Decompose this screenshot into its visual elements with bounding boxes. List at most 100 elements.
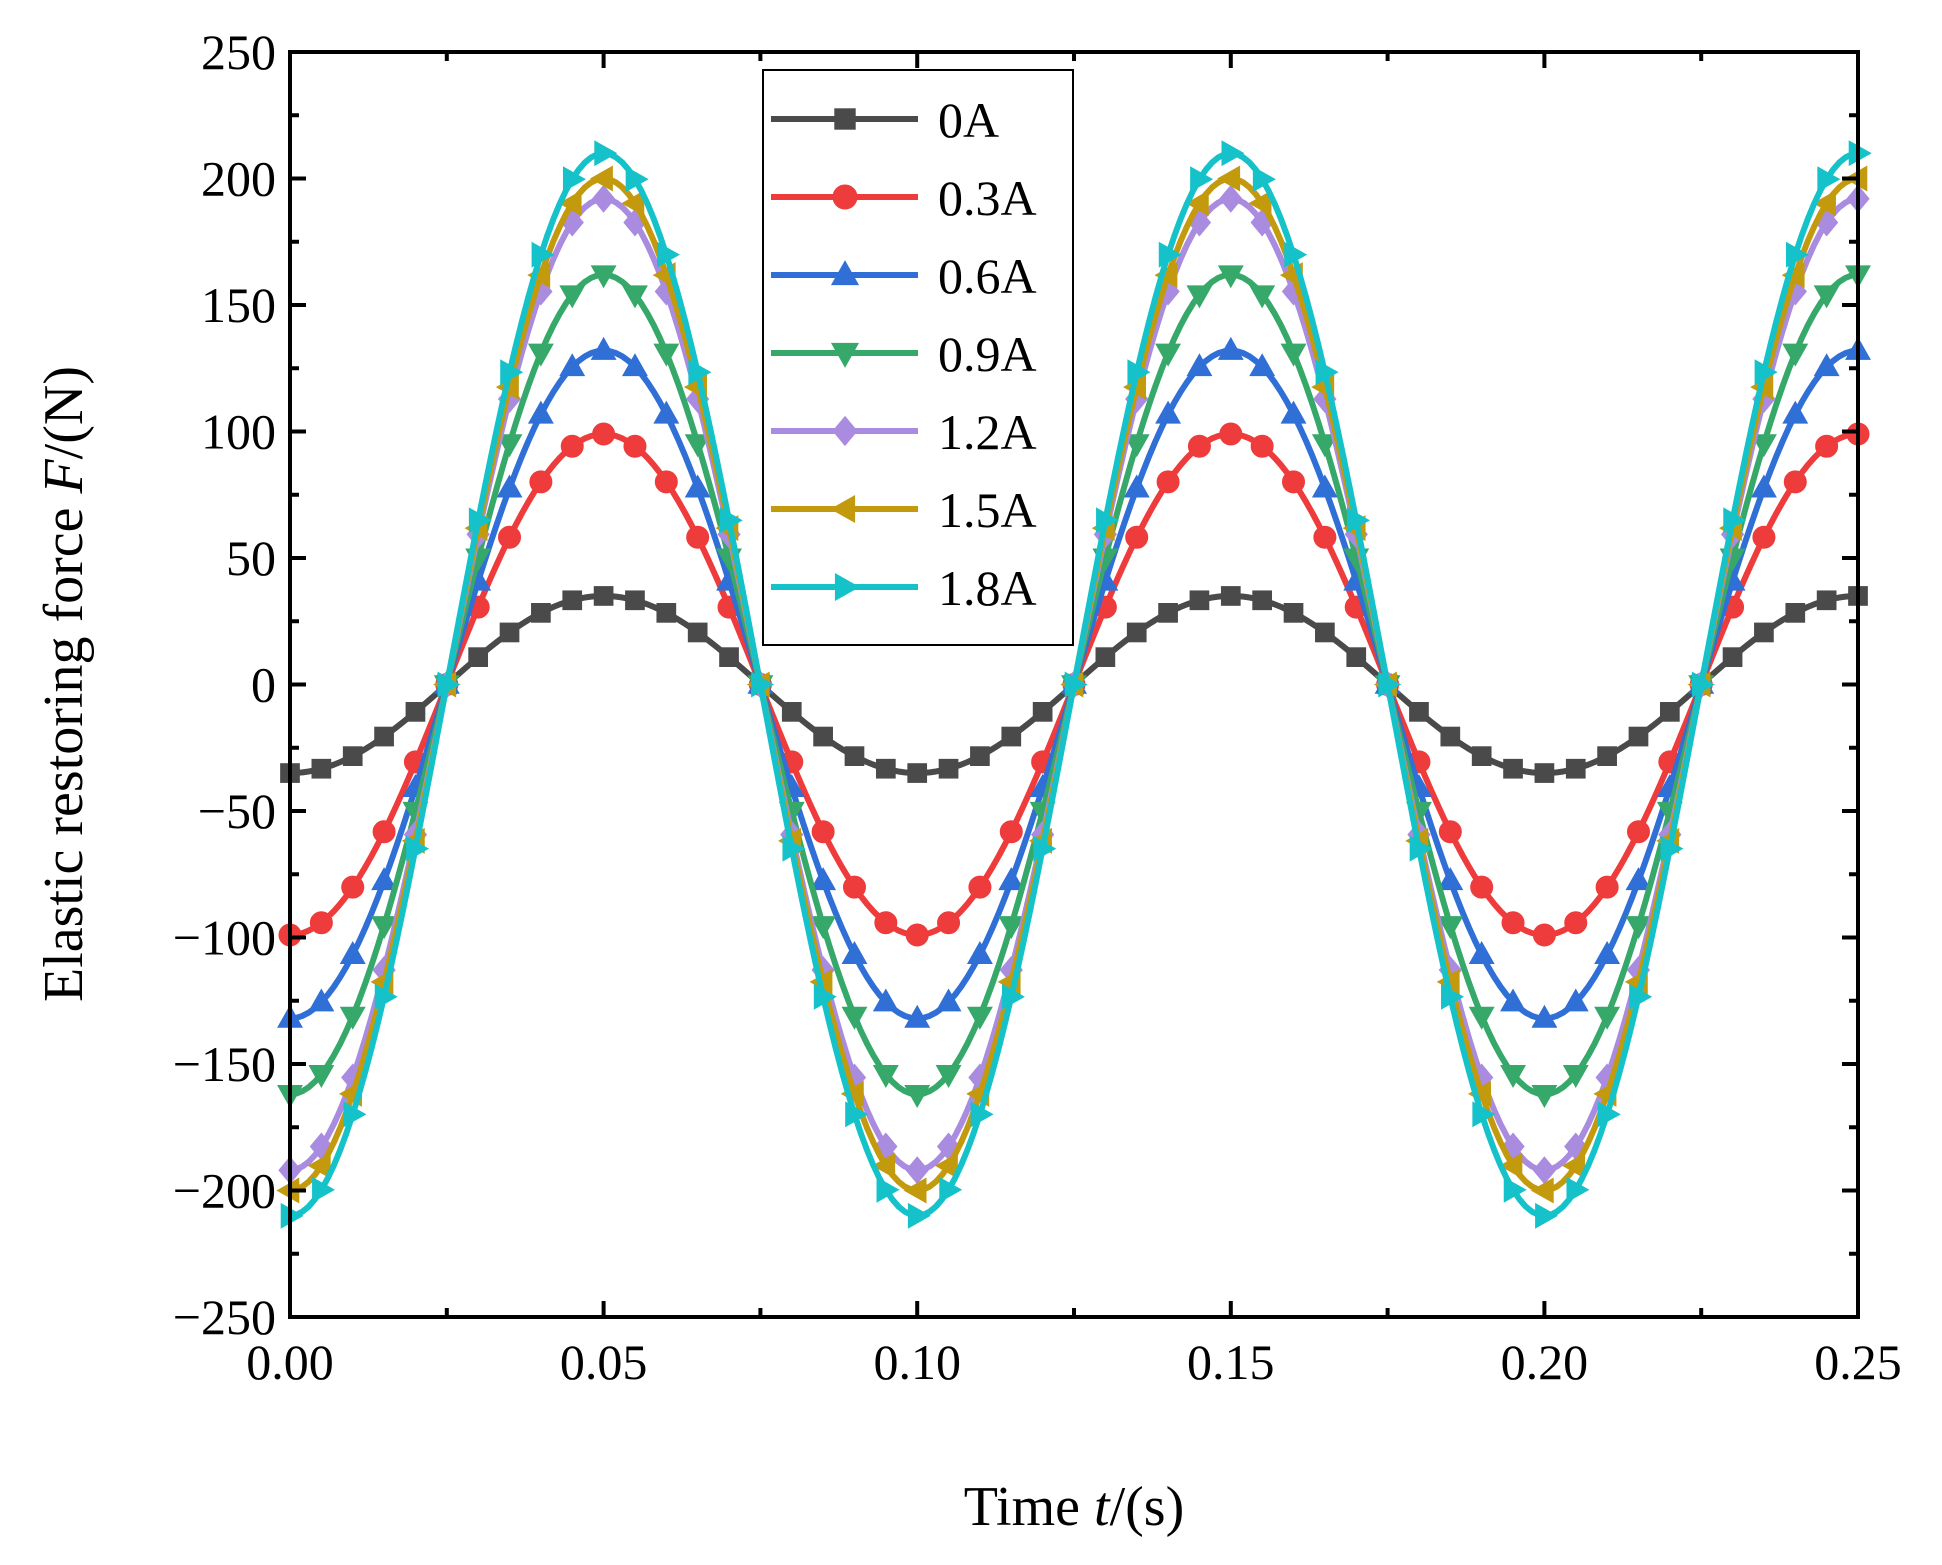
data-point: [811, 820, 835, 844]
data-point: [874, 911, 898, 935]
data-point: [1156, 470, 1180, 494]
data-point: [905, 923, 929, 947]
data-point: [625, 590, 645, 611]
data-point: [307, 1152, 331, 1179]
data-point: [1409, 702, 1429, 722]
data-point: [654, 470, 678, 494]
data-point: [531, 603, 551, 623]
data-point: [1503, 758, 1523, 779]
data-point: [934, 1152, 958, 1179]
data-point: [1189, 590, 1210, 611]
data-point: [500, 359, 524, 386]
data-point: [1437, 867, 1464, 891]
legend-item: 0A: [771, 92, 999, 148]
data-point: [656, 603, 677, 623]
data-point: [1595, 875, 1619, 899]
data-point: [876, 1176, 900, 1203]
data-point: [1660, 835, 1684, 862]
data-point: [1817, 166, 1841, 193]
data-point: [1564, 911, 1588, 935]
data-point: [1186, 285, 1213, 309]
data-point: [1249, 285, 1276, 309]
data-point: [558, 190, 582, 217]
data-point: [1217, 165, 1241, 192]
data-point: [653, 400, 680, 424]
data-point: [1562, 1065, 1589, 1088]
data-point: [531, 241, 555, 268]
data-point: [1629, 983, 1653, 1010]
data-point: [688, 359, 712, 386]
x-tick-label: 0.05: [560, 1334, 648, 1390]
data-point: [719, 507, 743, 534]
data-point: [1565, 758, 1586, 779]
data-point: [813, 726, 833, 747]
data-point: [622, 285, 648, 309]
data-point: [1500, 988, 1526, 1012]
data-point: [841, 1006, 868, 1030]
data-point: [372, 820, 396, 844]
data-point: [1594, 941, 1621, 964]
data-point: [1250, 434, 1274, 458]
data-point: [1562, 988, 1589, 1012]
data-point: [625, 166, 649, 193]
data-point: [1378, 671, 1402, 698]
data-point: [527, 400, 554, 424]
data-point: [1625, 916, 1652, 940]
data-point: [1782, 343, 1809, 367]
data-point: [1187, 434, 1211, 458]
legend: 0A 0.3A 0.6A 0.9A 1.2A 1.5A 1.8A: [762, 69, 1074, 646]
data-point: [622, 353, 648, 377]
data-point: [1185, 190, 1209, 217]
data-point: [590, 265, 617, 289]
y-tick-label: 0: [251, 657, 276, 713]
data-point: [498, 525, 522, 549]
data-point: [1282, 470, 1306, 494]
data-point: [1468, 941, 1495, 964]
data-point: [371, 867, 398, 891]
data-point: [1562, 1152, 1586, 1179]
data-point: [1722, 647, 1743, 667]
x-axis-title: Time t/(s): [964, 1476, 1184, 1538]
data-point: [1813, 285, 1840, 309]
data-point: [1219, 422, 1243, 446]
data-point: [1123, 474, 1150, 498]
data-point: [529, 470, 553, 494]
data-point: [1190, 166, 1214, 193]
legend-box: [762, 69, 1074, 646]
y-tick-label: −250: [173, 1289, 276, 1345]
legend-label: 0.6A: [938, 248, 1037, 304]
data-point: [1221, 140, 1245, 167]
data-point: [903, 1177, 927, 1204]
ticks-layer: 0.00 0.05 0.10 0.15 0.20 0.25 −250 −200 −150 −100…: [173, 24, 1902, 1390]
data-point: [468, 507, 492, 534]
data-point: [562, 590, 583, 611]
data-point: [998, 867, 1025, 891]
data-point: [1535, 1202, 1559, 1229]
legend-item: 0.9A: [771, 326, 1037, 382]
data-point: [1252, 590, 1273, 611]
data-point: [1315, 622, 1335, 643]
data-point: [1754, 622, 1774, 643]
data-point: [1249, 353, 1276, 377]
data-point: [308, 1065, 335, 1088]
data-point: [309, 911, 333, 935]
data-point: [1782, 400, 1809, 424]
data-point: [684, 474, 711, 498]
data-point: [1032, 702, 1053, 722]
legend-label: 0.9A: [938, 326, 1037, 382]
data-point: [1280, 400, 1307, 424]
data-point: [1500, 1065, 1526, 1088]
data-point: [1220, 586, 1241, 606]
legend-label: 0A: [938, 92, 999, 148]
data-point: [591, 184, 616, 213]
series-1.8A: [280, 140, 1872, 1229]
data-point: [1001, 726, 1022, 747]
data-point: [1754, 359, 1778, 386]
data-point: [1438, 820, 1462, 844]
data-point: [1750, 434, 1777, 458]
data-point: [1096, 507, 1120, 534]
data-point: [810, 867, 837, 891]
data-point: [1499, 1152, 1523, 1179]
data-point: [437, 671, 461, 698]
y-tick-label: 200: [201, 151, 276, 207]
